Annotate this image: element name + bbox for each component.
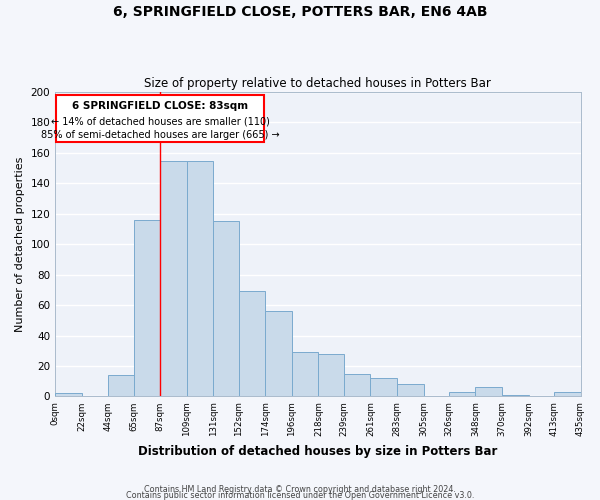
Text: Contains public sector information licensed under the Open Government Licence v3: Contains public sector information licen… xyxy=(126,490,474,500)
Bar xyxy=(554,392,581,396)
Bar xyxy=(292,352,319,397)
X-axis label: Distribution of detached houses by size in Potters Bar: Distribution of detached houses by size … xyxy=(138,444,497,458)
Bar xyxy=(134,220,160,396)
Bar xyxy=(502,395,529,396)
Text: ← 14% of detached houses are smaller (110): ← 14% of detached houses are smaller (11… xyxy=(51,116,269,126)
Title: Size of property relative to detached houses in Potters Bar: Size of property relative to detached ho… xyxy=(145,76,491,90)
Text: 6 SPRINGFIELD CLOSE: 83sqm: 6 SPRINGFIELD CLOSE: 83sqm xyxy=(72,101,248,111)
Bar xyxy=(397,384,424,396)
Text: 85% of semi-detached houses are larger (665) →: 85% of semi-detached houses are larger (… xyxy=(41,130,280,140)
Bar xyxy=(160,160,187,396)
Bar xyxy=(265,311,292,396)
Bar xyxy=(239,292,265,397)
Bar xyxy=(370,378,397,396)
Bar xyxy=(109,375,134,396)
Text: 6, SPRINGFIELD CLOSE, POTTERS BAR, EN6 4AB: 6, SPRINGFIELD CLOSE, POTTERS BAR, EN6 4… xyxy=(113,5,487,19)
Y-axis label: Number of detached properties: Number of detached properties xyxy=(15,156,25,332)
Bar xyxy=(449,392,475,396)
Bar xyxy=(55,394,82,396)
Bar xyxy=(475,388,502,396)
Bar xyxy=(344,374,370,396)
Bar xyxy=(214,222,239,396)
FancyBboxPatch shape xyxy=(56,95,264,142)
Text: Contains HM Land Registry data © Crown copyright and database right 2024.: Contains HM Land Registry data © Crown c… xyxy=(144,484,456,494)
Bar xyxy=(319,354,344,397)
Bar xyxy=(187,160,214,396)
